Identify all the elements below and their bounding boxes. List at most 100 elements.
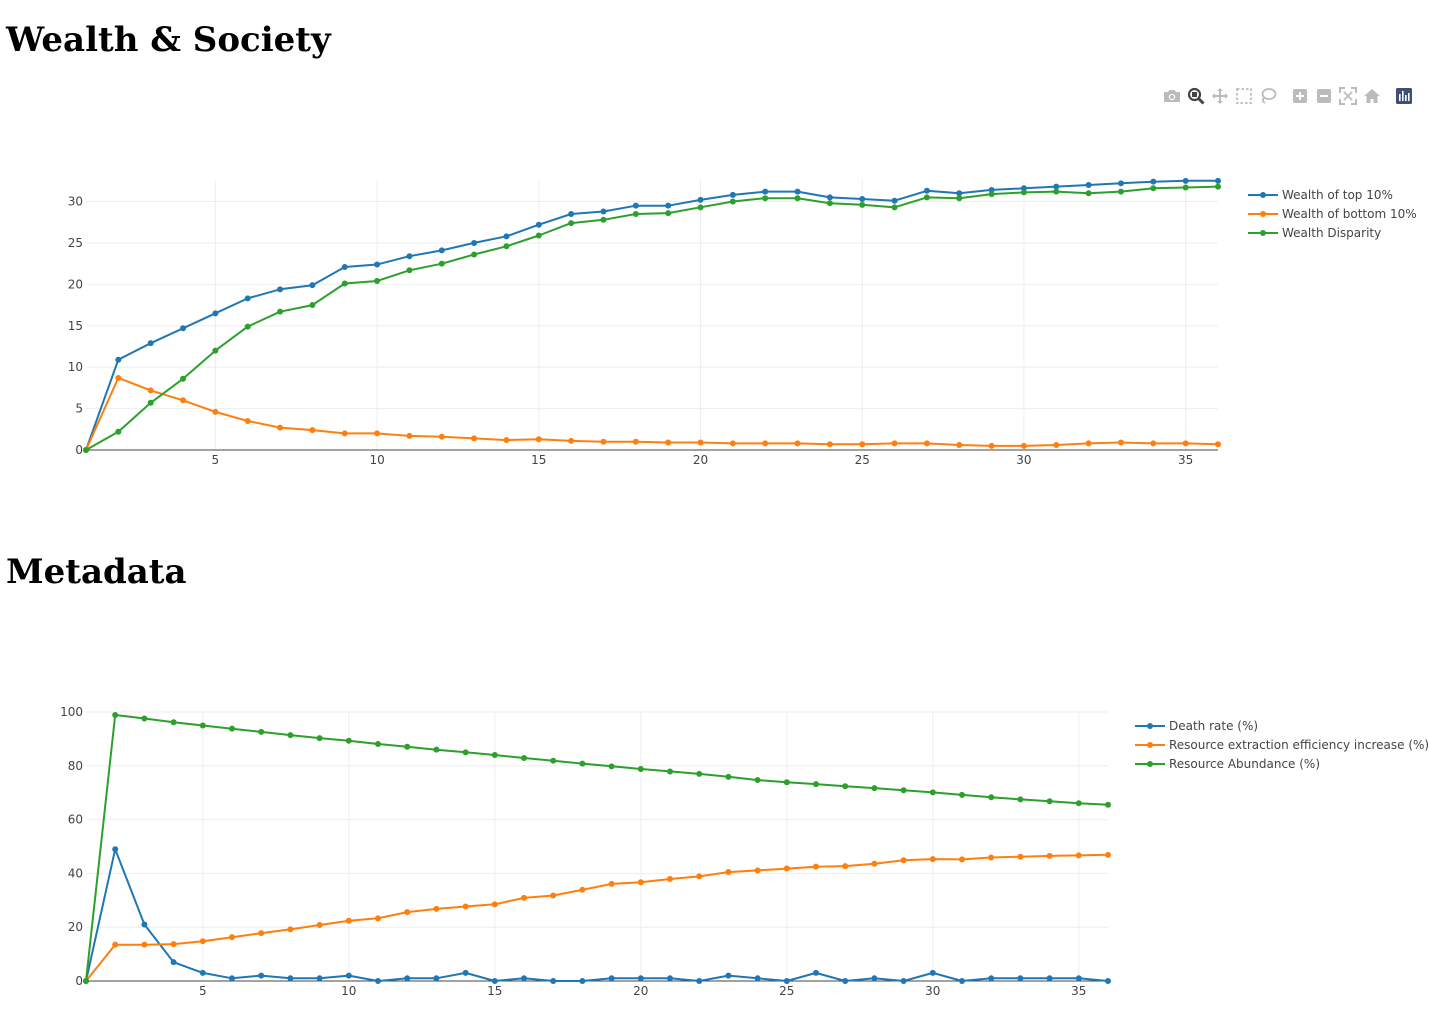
lasso-icon[interactable] — [1256, 86, 1280, 106]
data-point — [491, 978, 498, 984]
legend-swatch-marker — [1260, 192, 1266, 198]
series-line — [85, 185, 1219, 451]
legend-label: Wealth of bottom 10% — [1282, 207, 1417, 221]
data-point — [600, 216, 607, 223]
legend-item: Wealth Disparity — [1248, 226, 1381, 240]
data-point — [1215, 177, 1221, 184]
data-point — [141, 921, 148, 928]
data-point — [375, 741, 381, 748]
data-point — [1020, 185, 1027, 192]
plotly-logo-icon[interactable] — [1392, 86, 1416, 106]
data-point — [438, 433, 445, 440]
series-group — [83, 711, 1111, 984]
data-point — [1020, 442, 1027, 449]
data-point — [568, 437, 575, 444]
data-point — [83, 978, 89, 984]
data-point — [871, 975, 878, 982]
data-point — [375, 978, 381, 984]
data-point — [579, 760, 586, 767]
metadata-chart[interactable]: 5 10 15 20 25 30 35 0 20 40 60 80 100 Death rate (%) R… — [0, 700, 1429, 1020]
series-wealth-disparity — [83, 183, 1221, 453]
x-tick-label: 20 — [633, 984, 648, 998]
data-point — [1046, 798, 1053, 805]
series-line — [85, 714, 1109, 982]
y-tick-label: 20 — [68, 277, 83, 291]
legend-swatch-marker — [1260, 211, 1266, 217]
data-point — [637, 879, 644, 886]
data-point — [923, 194, 930, 201]
data-point — [1017, 853, 1024, 860]
series-resource-abundance — [83, 711, 1111, 984]
data-point — [147, 387, 154, 394]
data-point — [813, 781, 819, 788]
x-tick-label: 20 — [693, 453, 708, 467]
data-point — [170, 719, 177, 726]
data-point — [345, 972, 352, 979]
series-line — [85, 376, 1219, 451]
y-tick-label: 5 — [75, 402, 83, 416]
data-point — [341, 280, 348, 287]
data-point — [813, 863, 819, 870]
series-line — [85, 848, 1109, 982]
data-point — [112, 941, 119, 948]
autoscale-icon[interactable] — [1336, 86, 1360, 106]
data-point — [277, 308, 284, 315]
data-point — [725, 773, 732, 780]
wealth-society-chart[interactable]: 5 10 15 20 25 30 35 0 5 10 15 20 25 30 Wealth of top 1… — [0, 170, 1429, 490]
data-point — [287, 926, 294, 933]
data-point — [697, 204, 704, 211]
legend-item: Wealth of bottom 10% — [1248, 207, 1417, 221]
data-point — [438, 260, 445, 267]
data-point — [900, 857, 907, 864]
data-point — [696, 873, 703, 880]
zoom-out-icon[interactable] — [1312, 86, 1336, 106]
legend: Wealth of top 10% Wealth of bottom 10% Wea… — [1248, 188, 1417, 240]
data-point — [521, 975, 527, 982]
camera-icon[interactable] — [1160, 86, 1184, 106]
zoom-in-icon[interactable] — [1288, 86, 1312, 106]
data-point — [871, 860, 878, 867]
data-point — [212, 408, 219, 415]
x-tick-label: 5 — [212, 453, 220, 467]
data-point — [1053, 183, 1060, 190]
data-point — [199, 969, 206, 976]
series-group — [83, 177, 1221, 453]
data-point — [147, 340, 154, 347]
data-point — [550, 757, 557, 764]
x-tick-label: 25 — [855, 453, 870, 467]
data-point — [438, 247, 445, 254]
data-point — [1020, 189, 1027, 196]
legend-swatch-marker — [1260, 230, 1266, 236]
legend-item: Wealth of top 10% — [1248, 188, 1393, 202]
data-point — [404, 975, 411, 982]
data-point — [988, 191, 995, 198]
data-point — [959, 791, 965, 798]
data-point — [826, 194, 833, 201]
data-point — [309, 302, 316, 309]
data-point — [725, 869, 732, 876]
data-point — [956, 190, 963, 197]
data-point — [521, 754, 527, 761]
section-heading-metadata: Metadata — [6, 552, 187, 592]
data-point — [891, 440, 898, 447]
pan-icon[interactable] — [1208, 86, 1232, 106]
data-point — [608, 763, 615, 770]
x-tick-label: 30 — [925, 984, 940, 998]
box-select-icon[interactable] — [1232, 86, 1256, 106]
data-point — [462, 903, 469, 910]
x-tick-label: 35 — [1071, 984, 1086, 998]
data-point — [1053, 442, 1060, 449]
data-point — [229, 934, 235, 941]
data-point — [1150, 440, 1157, 447]
grid-lines — [86, 180, 1218, 451]
data-point — [112, 846, 119, 853]
x-tick-label: 35 — [1178, 453, 1193, 467]
legend-swatch-marker — [1147, 761, 1153, 767]
reset-axes-icon[interactable] — [1360, 86, 1384, 106]
zoom-icon[interactable] — [1184, 86, 1208, 106]
data-point — [929, 856, 936, 863]
data-point — [550, 978, 557, 984]
data-point — [1182, 184, 1189, 191]
data-point — [754, 777, 761, 784]
data-point — [170, 941, 177, 948]
